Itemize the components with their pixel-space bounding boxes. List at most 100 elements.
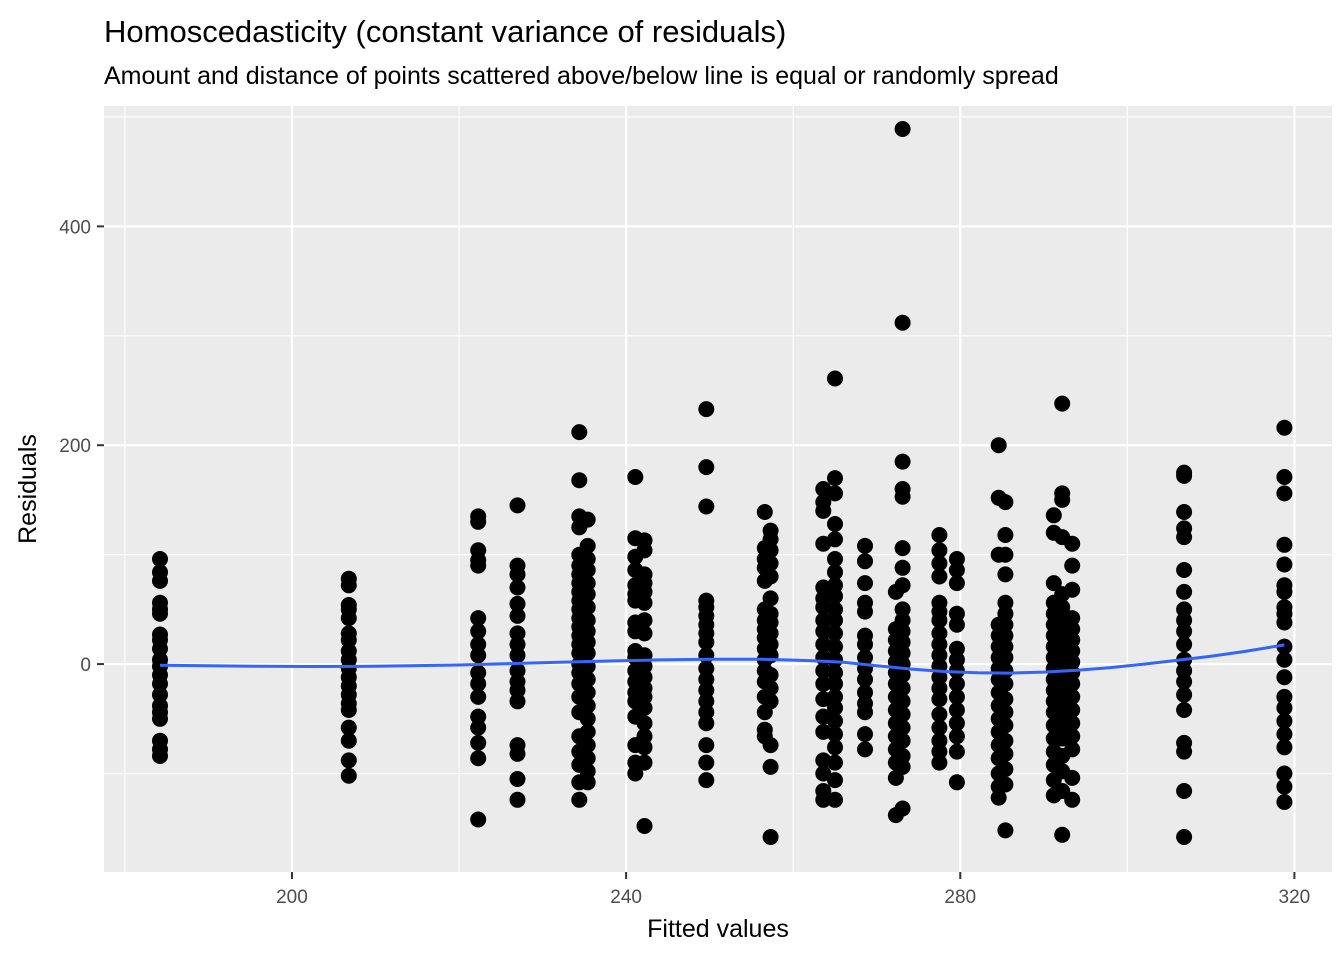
data-point <box>509 693 526 710</box>
data-point <box>470 734 487 751</box>
data-point <box>340 632 357 648</box>
chart-title: Homoscedasticity (constant variance of r… <box>104 14 786 49</box>
data-point <box>894 693 911 710</box>
data-point <box>894 314 911 331</box>
data-point <box>470 708 487 725</box>
data-point <box>509 579 526 596</box>
data-point <box>698 682 715 699</box>
data-point <box>340 610 357 627</box>
data-point <box>1054 491 1071 508</box>
data-point <box>1276 778 1293 795</box>
data-point <box>1276 699 1293 716</box>
data-point <box>894 719 911 736</box>
data-point <box>627 765 644 782</box>
data-point <box>827 791 843 808</box>
data-point <box>1176 467 1193 484</box>
data-point <box>857 553 873 570</box>
data-point <box>931 542 948 559</box>
data-point <box>470 750 487 767</box>
data-point <box>762 625 779 642</box>
data-point <box>931 719 948 736</box>
data-point <box>1276 651 1293 668</box>
data-point <box>698 459 715 476</box>
data-point <box>894 121 911 137</box>
y-tick-label: 200 <box>59 436 91 457</box>
data-point <box>997 546 1014 563</box>
data-point <box>931 706 948 723</box>
data-point <box>1176 829 1193 845</box>
data-point <box>827 516 843 532</box>
data-point <box>1276 739 1293 756</box>
data-point <box>579 684 596 701</box>
data-point <box>997 732 1014 749</box>
data-point <box>636 818 653 834</box>
data-point <box>931 625 948 642</box>
data-point <box>579 599 596 616</box>
data-point <box>894 645 911 662</box>
data-point <box>1276 669 1293 686</box>
data-point <box>948 605 965 622</box>
grid-minor <box>104 106 1332 872</box>
data-point <box>857 603 873 620</box>
data-point <box>509 647 526 664</box>
data-point <box>636 612 653 629</box>
data-point <box>1064 675 1081 692</box>
data-point <box>997 761 1014 778</box>
data-point <box>1045 507 1062 524</box>
data-point <box>636 754 653 771</box>
data-point <box>827 612 843 629</box>
data-point <box>579 710 596 727</box>
data-point <box>931 754 948 771</box>
data-point <box>636 625 653 642</box>
y-axis-title: Residuals <box>14 434 42 544</box>
data-point <box>827 739 843 756</box>
x-axis: 200 240 280 320 <box>276 872 1310 908</box>
data-point <box>579 723 596 740</box>
data-point <box>571 791 588 808</box>
data-point <box>579 645 596 662</box>
data-point <box>931 612 948 629</box>
data-point <box>636 688 653 705</box>
data-point <box>1276 794 1293 810</box>
data-point <box>636 594 653 611</box>
data-point <box>470 664 487 681</box>
data-point <box>1064 728 1081 745</box>
data-point <box>1176 673 1193 690</box>
data-point <box>948 562 965 578</box>
data-point <box>636 669 653 686</box>
grid-major <box>104 106 1332 872</box>
data-point <box>1176 783 1193 799</box>
data-point <box>579 551 596 567</box>
data-point <box>579 774 596 791</box>
data-point <box>470 719 487 736</box>
data-point <box>857 575 873 592</box>
data-point <box>762 542 779 559</box>
data-point <box>509 595 526 612</box>
data-point <box>815 765 832 782</box>
data-point <box>579 697 596 714</box>
data-point <box>579 562 596 578</box>
data-point <box>762 667 779 683</box>
data-point <box>997 776 1014 793</box>
data-point <box>997 745 1014 762</box>
data-point <box>997 649 1014 666</box>
data-point <box>698 737 715 754</box>
data-point <box>579 612 596 629</box>
data-point <box>152 551 168 567</box>
data-point <box>997 691 1014 708</box>
data-point <box>698 715 715 732</box>
plot-panel <box>104 106 1332 872</box>
data-point <box>815 675 832 692</box>
y-tick-label: 0 <box>80 655 91 676</box>
y-tick-label: 400 <box>59 217 91 238</box>
data-point <box>698 772 715 789</box>
data-point <box>756 504 773 520</box>
data-point <box>340 702 357 718</box>
data-point <box>1276 469 1293 485</box>
data-point <box>931 647 948 664</box>
data-point <box>857 741 873 758</box>
data-point <box>470 513 487 530</box>
data-point <box>762 531 779 548</box>
data-point <box>1276 713 1293 729</box>
